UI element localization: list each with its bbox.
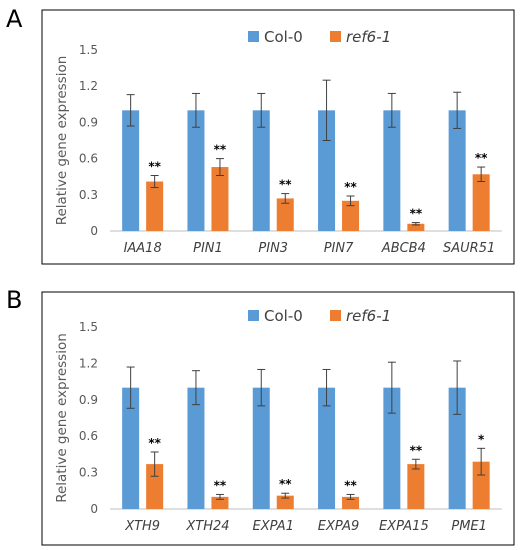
significance-mark: ** (410, 443, 423, 457)
bar-ref61-expa15 (407, 464, 425, 509)
bar-ref61-iaa18 (146, 181, 164, 231)
bar-col0-pin7 (318, 110, 336, 231)
y-axis-label: Relative gene expression (54, 56, 70, 226)
y-tick-label: 0.3 (79, 466, 98, 480)
bar-ref61-expa9 (342, 496, 360, 509)
x-tick-label: PME1 (451, 519, 487, 534)
bar-ref61-expa1 (276, 495, 294, 509)
y-tick-label: 1.2 (79, 79, 98, 93)
x-tick-label: PIN1 (193, 241, 223, 256)
panel-a-label: A (6, 5, 23, 33)
panel-frame (41, 291, 515, 546)
x-tick-label: PIN7 (324, 241, 354, 256)
y-tick-label: 0.6 (79, 429, 98, 443)
panel-frame (41, 9, 515, 265)
x-tick-label: SAUR51 (443, 241, 495, 256)
significance-mark: ** (410, 207, 423, 221)
legend-label: ref6-1 (346, 28, 391, 46)
bar-ref61-pin1 (211, 167, 229, 231)
bar-col0-abcb4 (383, 110, 401, 231)
bar-col0-pin1 (187, 110, 205, 231)
significance-mark: ** (475, 151, 488, 165)
significance-mark: ** (214, 143, 227, 157)
bar-col0-pme1 (448, 387, 466, 509)
x-tick-label: PIN3 (258, 241, 288, 256)
significance-mark: ** (344, 180, 357, 194)
significance-mark: ** (148, 159, 161, 173)
bar-ref61-saur51 (472, 174, 490, 231)
legend-label: Col-0 (264, 28, 303, 46)
bar-col0-iaa18 (122, 110, 140, 231)
bar-ref61-pin7 (342, 200, 360, 231)
x-tick-label: EXPA9 (318, 519, 359, 534)
y-tick-label: 0 (90, 502, 98, 516)
bar-col0-xth24 (187, 387, 205, 509)
significance-mark: ** (279, 477, 292, 491)
bar-col0-expa1 (252, 387, 270, 509)
legend-label: Col-0 (264, 307, 303, 325)
bar-col0-pin3 (252, 110, 270, 231)
y-tick-label: 0.9 (79, 115, 98, 129)
y-tick-label: 1.5 (79, 320, 98, 334)
legend-label: ref6-1 (346, 307, 391, 325)
legend: Col-0 ref6-1 (248, 28, 391, 46)
legend-swatch (330, 310, 341, 321)
bar-col0-saur51 (448, 110, 466, 231)
legend-swatch (248, 310, 259, 321)
bar-ref61-pme1 (472, 461, 490, 509)
chart-panel-b: 0 0.3 0.6 0.9 1.2 1.5 Relative gene expression… (41, 291, 515, 546)
significance-mark: ** (148, 436, 161, 450)
x-tick-label: XTH24 (185, 519, 229, 534)
chart-panel-a: 0 0.3 0.6 0.9 1.2 1.5 Relative gene expression… (41, 9, 515, 265)
y-tick-label: 0.9 (79, 393, 98, 407)
significance-mark: ** (214, 478, 227, 492)
y-tick-label: 1.5 (79, 43, 98, 57)
x-tick-label: IAA18 (124, 241, 162, 256)
bar-ref61-xth9 (146, 464, 164, 509)
bar-ref61-pin3 (276, 198, 294, 231)
significance-mark: ** (344, 478, 357, 492)
panel-b-label: B (6, 286, 23, 314)
bar-col0-expa9 (318, 387, 336, 509)
bar-col0-expa15 (383, 387, 401, 509)
bar-ref61-abcb4 (407, 223, 425, 231)
x-tick-label: ABCB4 (381, 241, 426, 256)
bar-ref61-xth24 (211, 496, 229, 509)
x-tick-label: EXPA1 (253, 519, 294, 534)
y-tick-label: 0.6 (79, 152, 98, 166)
x-tick-label: XTH9 (124, 519, 160, 534)
legend: Col-0 ref6-1 (248, 307, 391, 325)
bar-col0-xth9 (122, 387, 140, 509)
y-tick-label: 1.2 (79, 356, 98, 370)
legend-swatch (330, 31, 341, 42)
significance-mark: ** (279, 178, 292, 192)
y-tick-label: 0 (90, 224, 98, 238)
significance-mark: * (478, 432, 485, 446)
y-axis-label: Relative gene expression (54, 333, 70, 503)
y-tick-label: 0.3 (79, 188, 98, 202)
legend-swatch (248, 31, 259, 42)
x-tick-label: EXPA15 (379, 519, 429, 534)
